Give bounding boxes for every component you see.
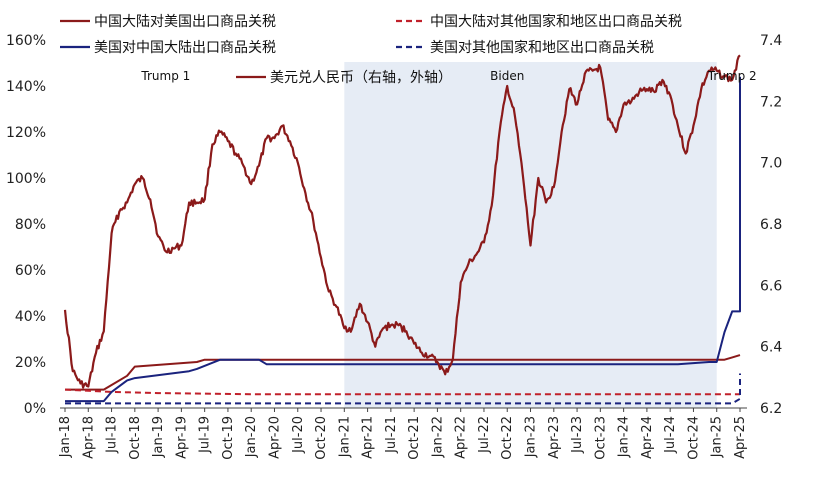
x-tick-label: Oct-18 (128, 416, 143, 460)
legend-label-0: 中国大陆对美国出口商品关税 (94, 14, 276, 30)
x-tick-label: Apr-18 (81, 416, 96, 459)
y-right-tick-label: 7.2 (760, 94, 782, 110)
x-tick-label: Jan-23 (524, 416, 539, 458)
x-tick-label: Jul-23 (570, 416, 585, 454)
y-right-tick-label: 6.4 (760, 340, 782, 356)
y-left-tick-label: 60% (15, 263, 46, 279)
x-tick-label: Oct-24 (686, 416, 701, 460)
y-right-tick-label: 6.8 (760, 217, 782, 233)
x-tick-label: Jan-20 (244, 416, 259, 458)
x-tick-label: Apr-21 (361, 416, 376, 459)
x-tick-label: Jan-22 (430, 416, 445, 458)
x-tick-label: Oct-22 (500, 416, 515, 460)
annotation-label-0: Trump 1 (140, 69, 190, 83)
x-tick-label: Jul-20 (291, 416, 306, 454)
legend: 中国大陆对美国出口商品关税 中国大陆对其他国家和地区出口商品关税美国对中国大陆出口… (60, 13, 682, 86)
x-tick-label: Oct-20 (314, 416, 329, 460)
legend-label-3: 美国对其他国家和地区出口商品关税 (430, 39, 654, 56)
x-tick-label: Apr-24 (640, 416, 655, 459)
series-line-4 (63, 54, 741, 389)
legend-label-4: 美元兑人民币（右轴，外轴） (270, 70, 452, 86)
y-left-tick-label: 160% (6, 33, 46, 49)
series-line-0 (65, 354, 741, 391)
x-tick-label: Apr-23 (547, 416, 562, 459)
x-tick-label: Oct-23 (593, 416, 608, 460)
axes: 0% 20% 40% 60% 80% 100% 120% 140% 160% 6.2 6.4 6.6 6… (6, 33, 782, 460)
y-left-tick-label: 120% (6, 125, 46, 141)
y-left-tick-label: 100% (6, 171, 46, 187)
series-line-3 (65, 373, 741, 405)
x-tick-label: Jan-19 (151, 416, 166, 458)
y-right-tick-label: 7.0 (760, 156, 782, 172)
x-tick-label: Oct-21 (407, 416, 422, 460)
x-tick-label: Jul-19 (198, 416, 213, 454)
shaded-region (344, 62, 717, 408)
x-tick-label: Jan-25 (710, 416, 725, 458)
x-tick-label: Jul-18 (105, 416, 120, 454)
x-tick-label: Jul-24 (663, 416, 678, 454)
legend-label-1: 中国大陆对其他国家和地区出口商品关税 (430, 13, 682, 30)
x-tick-label: Apr-19 (174, 416, 189, 459)
legend-label-2: 美国对中国大陆出口商品关税 (94, 40, 276, 56)
series-line-2 (65, 76, 741, 403)
x-tick-label: Apr-22 (454, 416, 469, 459)
x-tick-label: Jan-21 (337, 416, 352, 458)
series-lines (63, 54, 741, 405)
annotation-label-2: Trump 2 (707, 69, 757, 83)
y-left-tick-label: 40% (15, 309, 46, 325)
x-tick-label: Jul-21 (384, 416, 399, 454)
y-right-tick-label: 7.4 (760, 33, 782, 49)
annotations: Trump 1 Biden Trump 2 (140, 69, 756, 83)
biden-shaded-period (344, 62, 717, 408)
x-tick-label: Jan-18 (58, 416, 73, 458)
y-left-tick-label: 80% (15, 217, 46, 233)
y-right-tick-label: 6.6 (760, 278, 782, 294)
x-tick-label: Oct-19 (221, 416, 236, 460)
y-left-tick-label: 20% (15, 355, 46, 371)
x-tick-label: Apr-25 (733, 416, 748, 459)
y-left-tick-label: 0% (24, 401, 46, 417)
x-tick-label: Apr-20 (267, 416, 282, 459)
y-left-tick-label: 140% (6, 79, 46, 95)
annotation-label-1: Biden (490, 69, 524, 83)
series-line-1 (64, 388, 740, 396)
x-tick-label: Jan-24 (617, 416, 632, 458)
x-tick-label: Jul-22 (477, 416, 492, 454)
y-right-tick-label: 6.2 (760, 401, 782, 417)
